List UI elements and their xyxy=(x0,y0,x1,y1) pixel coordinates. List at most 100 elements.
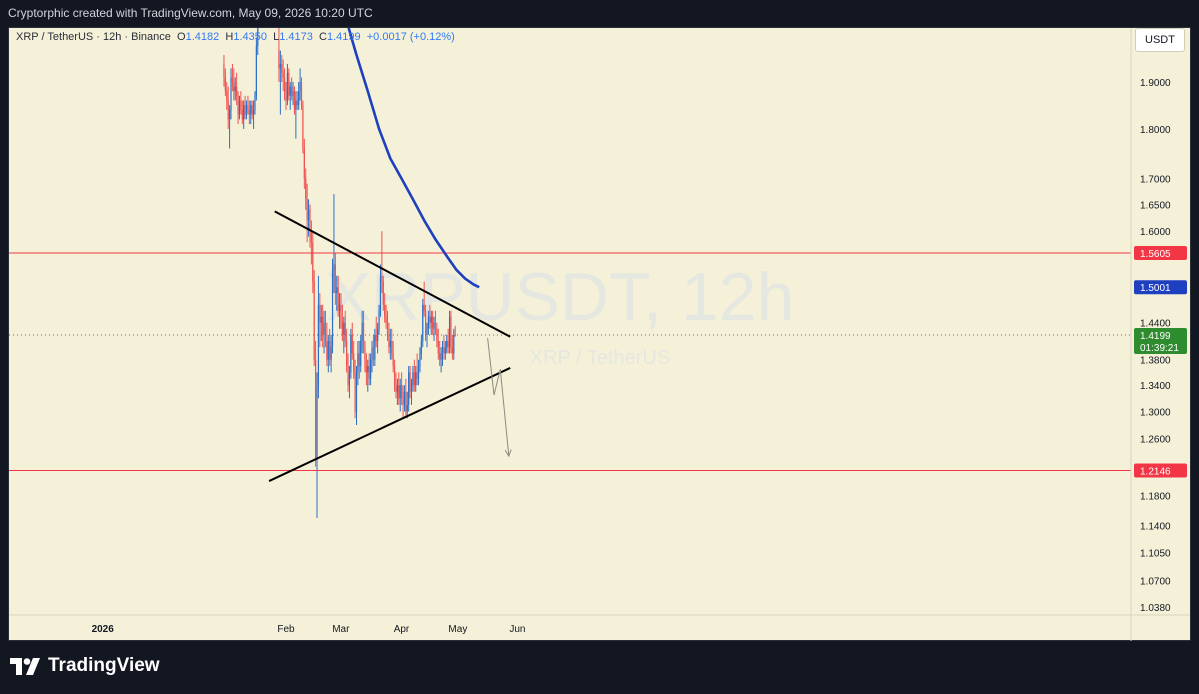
candle-body xyxy=(341,322,343,335)
price-badge-label: 1.5001 xyxy=(1140,283,1171,294)
candle-body xyxy=(434,322,437,329)
candle-body xyxy=(424,310,427,335)
tradingview-logo: TradingView xyxy=(10,655,160,677)
candle xyxy=(446,334,448,354)
price-badge-label: 1.5605 xyxy=(1140,249,1171,260)
candle-body xyxy=(419,353,421,367)
candle xyxy=(451,334,453,360)
candle xyxy=(295,91,297,139)
candle-body xyxy=(248,109,250,115)
candle xyxy=(313,270,315,367)
price-tick-label: 1.4400 xyxy=(1140,319,1171,330)
price-scale[interactable]: 1.9000 1.8000 1.7000 1.6500 1.6000 1.4400 1.38… xyxy=(1140,78,1171,614)
candle xyxy=(392,341,394,373)
candle-body xyxy=(307,209,310,221)
candle-body xyxy=(396,385,398,392)
projection-arrowhead xyxy=(504,449,512,458)
candle-body xyxy=(358,353,360,367)
candle xyxy=(226,82,228,110)
candle xyxy=(443,334,445,360)
candle-body xyxy=(417,366,420,379)
candle xyxy=(381,231,383,294)
candle xyxy=(293,86,296,115)
candle xyxy=(384,293,386,323)
candle-body xyxy=(223,63,225,78)
candle xyxy=(382,275,384,311)
candle-body xyxy=(250,105,252,115)
candle xyxy=(241,100,243,125)
candle-body xyxy=(389,341,391,348)
candle-body xyxy=(409,372,411,392)
candle xyxy=(424,304,427,342)
candle-body xyxy=(447,341,449,348)
candle xyxy=(368,353,370,386)
price-tick-label: 1.6000 xyxy=(1140,227,1171,238)
open-value: 1.4182 xyxy=(185,31,220,43)
candle-body xyxy=(381,275,383,282)
candle xyxy=(320,304,322,342)
candle-body xyxy=(312,242,314,282)
candle xyxy=(243,100,245,129)
candle xyxy=(230,68,232,120)
candle xyxy=(427,310,430,335)
candle xyxy=(338,293,341,329)
time-scale[interactable]: 2026 Feb Mar Apr May Jun xyxy=(92,624,526,635)
candle-body xyxy=(319,304,321,323)
candle xyxy=(319,293,321,348)
symbol-legend[interactable]: XRP / TetherUS · 12h · Binance O1.4182 H… xyxy=(16,31,455,43)
price-tick-label: 1.3400 xyxy=(1140,381,1171,392)
candle xyxy=(278,28,280,82)
candle-body xyxy=(412,372,414,386)
candle-body xyxy=(365,366,367,373)
symbol-name: XRP / TetherUS · 12h · Binance xyxy=(16,31,171,43)
candle-body xyxy=(446,341,448,348)
candle xyxy=(360,334,362,373)
price-tick-label: 1.0380 xyxy=(1140,603,1171,614)
candle-body xyxy=(226,91,228,101)
candle-body xyxy=(255,46,257,96)
candle xyxy=(448,310,451,354)
candle-body xyxy=(402,398,404,405)
candle xyxy=(231,63,234,92)
candle-body xyxy=(368,366,370,379)
candle xyxy=(244,95,246,120)
candle-body xyxy=(436,328,438,342)
time-tick-label: May xyxy=(448,624,467,635)
price-badge xyxy=(1134,245,1187,260)
price-chart[interactable]: XRPUSDT, 12h XRP / TetherUS 1.9000 1.8000… xyxy=(0,0,1199,641)
candle xyxy=(399,378,401,412)
candle xyxy=(247,95,249,115)
candle-body xyxy=(309,209,311,232)
price-badge xyxy=(1134,327,1187,354)
candle-body xyxy=(433,322,435,329)
candle xyxy=(259,0,260,25)
price-tick-label: 1.9000 xyxy=(1140,78,1171,89)
candle xyxy=(315,341,317,467)
candle-body xyxy=(323,322,325,335)
candle-body xyxy=(391,341,393,354)
price-tick-label: 1.1050 xyxy=(1140,549,1171,560)
candle-body xyxy=(388,334,390,348)
price-tick-label: 1.7000 xyxy=(1140,175,1171,186)
candle-body xyxy=(324,322,327,342)
candle xyxy=(282,59,284,92)
drawings-layer xyxy=(9,28,1131,482)
candle xyxy=(450,310,452,354)
high-value: 1.4350 xyxy=(233,31,267,43)
candle-body xyxy=(393,366,396,386)
footer-bar xyxy=(0,641,1199,694)
currency-button[interactable]: USDT xyxy=(1135,28,1185,52)
candle xyxy=(406,391,408,419)
candle xyxy=(408,366,410,412)
candle-body xyxy=(370,359,372,379)
candle xyxy=(346,328,348,373)
time-tick-label: Feb xyxy=(277,624,295,635)
candle-body xyxy=(331,270,334,348)
candle-body xyxy=(427,316,430,329)
candle xyxy=(403,385,406,412)
candle xyxy=(402,385,404,419)
candle-body xyxy=(292,91,294,96)
chart-frame[interactable] xyxy=(8,27,1191,641)
price-tick-label: 1.8000 xyxy=(1140,125,1171,136)
candle-body xyxy=(375,334,377,342)
